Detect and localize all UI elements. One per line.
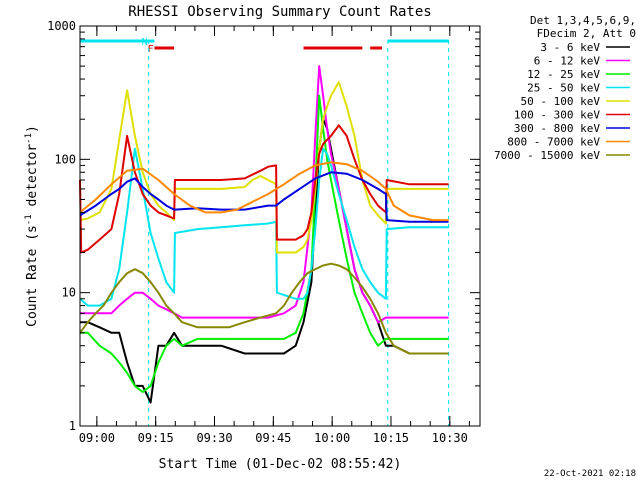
series-line bbox=[79, 124, 449, 254]
y-axis-label-part-2: detector bbox=[25, 144, 40, 215]
legend-label: 7000 - 15000 keV bbox=[494, 149, 600, 162]
series-lines bbox=[79, 65, 449, 404]
x-axis-ticks: 09:00 09:15 09:30 09:45 10:00 10:15 10:30 bbox=[79, 26, 470, 445]
x-tick-label: 10:00 bbox=[314, 431, 350, 445]
x-tick-label: 09:00 bbox=[79, 431, 115, 445]
series-line bbox=[79, 262, 449, 355]
series-line bbox=[80, 65, 449, 324]
legend-label: 50 - 100 keV bbox=[521, 95, 601, 108]
legend-header-line-1: Det 1,3,4,5,6,9, bbox=[530, 14, 636, 27]
y-axis-label-exponent-2: -1 bbox=[24, 133, 34, 144]
y-axis-ticks: 1 10 100 1000 bbox=[47, 19, 480, 433]
x-tick-label: 09:45 bbox=[255, 431, 291, 445]
y-tick-label: 10 bbox=[62, 286, 76, 300]
series-line bbox=[79, 147, 449, 307]
series-line bbox=[80, 118, 449, 404]
night-boundary-lines bbox=[148, 40, 450, 426]
y-axis-label-exponent-1: -1 bbox=[24, 214, 34, 225]
generation-timestamp: 22-Oct-2021 02:18 bbox=[544, 469, 636, 479]
x-tick-label: 09:15 bbox=[138, 431, 174, 445]
plot-frame bbox=[79, 25, 481, 427]
y-tick-label: 100 bbox=[54, 152, 76, 166]
y-axis-label-part-3: ) bbox=[25, 125, 40, 133]
flag-label: F bbox=[147, 44, 153, 55]
series-line bbox=[79, 171, 449, 223]
chart-title: RHESSI Observing Summary Count Rates bbox=[128, 4, 431, 20]
x-tick-label: 10:30 bbox=[432, 431, 468, 445]
legend-label: 12 - 25 keV bbox=[527, 68, 600, 81]
observing-flags: NF bbox=[80, 37, 449, 55]
series-line bbox=[80, 94, 449, 393]
x-axis-label: Start Time (01-Dec-02 08:55:42) bbox=[159, 457, 402, 472]
y-tick-label: 1000 bbox=[47, 19, 76, 33]
legend-label: 100 - 300 keV bbox=[514, 109, 600, 122]
series-line bbox=[79, 161, 449, 222]
legend-label: 25 - 50 keV bbox=[527, 82, 600, 95]
x-tick-label: 09:30 bbox=[196, 431, 232, 445]
x-tick-label: 10:15 bbox=[373, 431, 409, 445]
y-tick-label: 1 bbox=[69, 419, 76, 433]
legend-label: 300 - 800 keV bbox=[514, 122, 600, 135]
legend-label: 3 - 6 keV bbox=[540, 41, 600, 54]
flag-label: N bbox=[142, 37, 148, 48]
series-line bbox=[79, 81, 449, 254]
legend-label: 6 - 12 keV bbox=[534, 55, 601, 68]
y-axis-label-part-1: Count Rate (s bbox=[25, 225, 40, 327]
y-axis-label: Count Rate (s-1 detector-1) bbox=[24, 125, 40, 327]
legend-header-line-2: FDecim 2, Att 0 bbox=[537, 27, 636, 40]
legend-label: 800 - 7000 keV bbox=[507, 136, 600, 149]
